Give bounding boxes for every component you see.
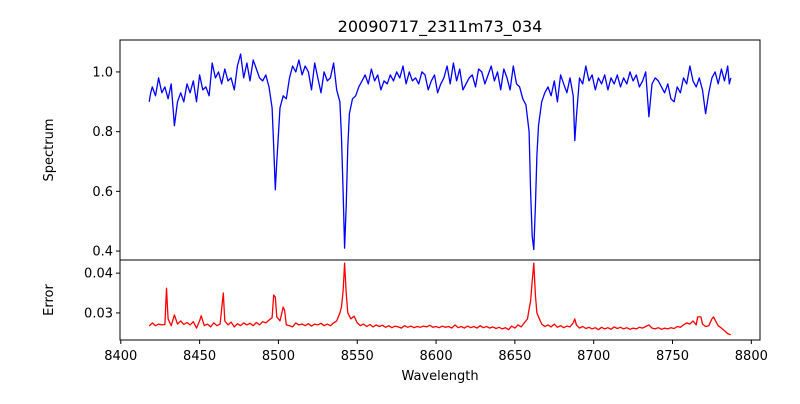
- spectrum-axes-frame: [119, 39, 761, 261]
- xtick-label: 8700: [577, 349, 610, 364]
- xtick-label: 8550: [341, 349, 374, 364]
- error-axes-frame: [119, 259, 761, 341]
- spectrum-ytick-label: 0.4: [92, 245, 113, 260]
- spectrum-ytick-label: 0.8: [92, 125, 113, 140]
- error-ytick-label: 0.03: [84, 306, 113, 321]
- chart-title: 20090717_2311m73_034: [338, 17, 543, 37]
- error-series-line: [148, 262, 732, 336]
- error-ytick-label: 0.04: [84, 267, 113, 282]
- y-axis-label-spectrum: Spectrum: [42, 119, 57, 182]
- xtick-label: 8500: [262, 349, 295, 364]
- xtick-label: 8450: [183, 349, 216, 364]
- y-axis-label-error: Error: [42, 284, 57, 316]
- xtick-label: 8800: [735, 349, 768, 364]
- spectrum-ytick-label: 0.6: [92, 185, 113, 200]
- x-axis-label: Wavelength: [401, 369, 478, 384]
- xtick-label: 8650: [498, 349, 531, 364]
- xtick-label: 8400: [104, 349, 137, 364]
- spectrum-series-line: [148, 53, 732, 251]
- spectrum-ytick-label: 1.0: [92, 65, 113, 80]
- xtick-label: 8600: [420, 349, 453, 364]
- xtick-label: 8750: [656, 349, 689, 364]
